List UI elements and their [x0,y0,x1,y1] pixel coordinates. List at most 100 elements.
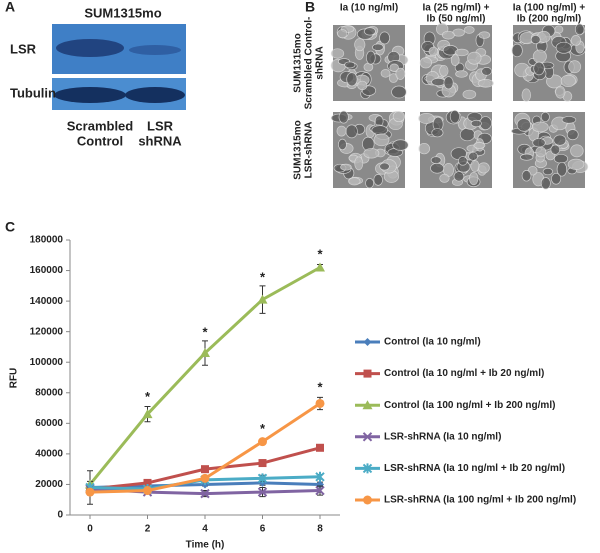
cell [418,142,431,155]
annotation: * [260,270,266,285]
cell [346,72,358,87]
cell [428,46,439,57]
legend-label: Control (Ia 100 ng/ml + Ib 200 ng/ml) [384,400,555,411]
cell [481,67,492,76]
cell [337,29,348,39]
column-label: Ib (50 ng/ml) [427,14,486,25]
cell [532,49,547,64]
cell [443,76,454,90]
cell [363,148,380,159]
y-tick-label: 140000 [30,296,64,307]
lane-label: Scrambled [67,118,134,133]
legend-label: Control (Ia 10 ng/ml) [384,337,481,348]
cell [560,74,576,88]
cell [430,156,442,164]
cell [365,177,375,189]
cell [470,160,480,172]
cell [561,116,577,124]
cell [551,172,562,185]
cell [431,128,444,138]
cell [570,144,584,158]
marker [362,400,373,410]
cell [459,127,476,142]
cell [458,156,468,166]
cell [336,125,347,137]
band [125,87,185,103]
row-label: Scrambled Control- [304,17,315,110]
marker [200,473,210,483]
band [54,87,126,103]
panel-letter: C [5,219,15,235]
panel-letter: A [5,0,15,15]
marker [257,473,268,484]
cell [338,110,349,124]
marker [315,471,325,482]
cell [540,177,551,190]
cell [348,177,361,186]
marker [201,465,209,474]
cell [470,119,482,128]
lane-label: shRNA [138,133,182,148]
cell [553,153,569,164]
cell [392,139,409,151]
cell [439,173,450,183]
cell [379,162,390,171]
cell [380,69,391,78]
y-tick-label: 60000 [35,418,63,429]
cell [553,134,567,146]
cell [473,142,486,149]
x-tick-label: 4 [202,524,208,535]
cell [392,111,405,123]
cell [439,64,449,77]
cell [555,41,572,54]
y-tick-label: 160000 [30,265,64,276]
x-tick-label: 8 [317,524,323,535]
cell [566,129,579,141]
legend-label: LSR-shRNA (Ia 10 ng/ml + Ib 20 ng/ml) [384,463,565,474]
cell [354,156,364,171]
x-tick-label: 2 [145,524,151,535]
cell [338,138,347,151]
cell [516,118,531,132]
legend-label: LSR-shRNA (Ia 10 ng/ml) [384,431,501,442]
cell [532,121,549,133]
cell [431,77,446,87]
column-label: Ia (25 ng/ml) + [423,3,490,14]
row-label: LSR [10,41,37,56]
cell [478,31,491,39]
cell [555,85,566,99]
cell [395,67,406,80]
marker [143,478,152,487]
band [56,39,124,57]
cell [345,124,358,139]
cell [344,61,356,69]
cell [357,80,368,91]
annotation: * [317,380,323,395]
column-label: Ia (100 ng/ml) + [513,3,586,14]
marker [257,487,268,497]
marker [257,294,268,304]
cell [330,48,345,59]
row-label: LSR-shRNA [304,122,315,179]
cell [379,31,390,45]
panel-letter: B [305,0,315,15]
marker [363,495,372,505]
cell [568,60,582,74]
series-line [88,266,321,486]
column-label: Ia (10 ng/ml) [340,3,398,14]
x-tick-label: 6 [260,524,266,535]
cell [372,43,384,51]
cell [441,30,455,40]
marker [362,432,373,442]
y-tick-label: 180000 [30,235,64,246]
cell [373,133,390,147]
cell [477,162,490,174]
cell [556,161,568,177]
marker [258,459,267,468]
cell [354,38,366,52]
legend-label: Control (Ia 10 ng/ml + Ib 20 ng/ml) [384,368,544,379]
cell [373,173,383,186]
cell [450,54,460,67]
column-label: Ib (200 ng/ml) [517,14,581,25]
cell [519,153,534,161]
